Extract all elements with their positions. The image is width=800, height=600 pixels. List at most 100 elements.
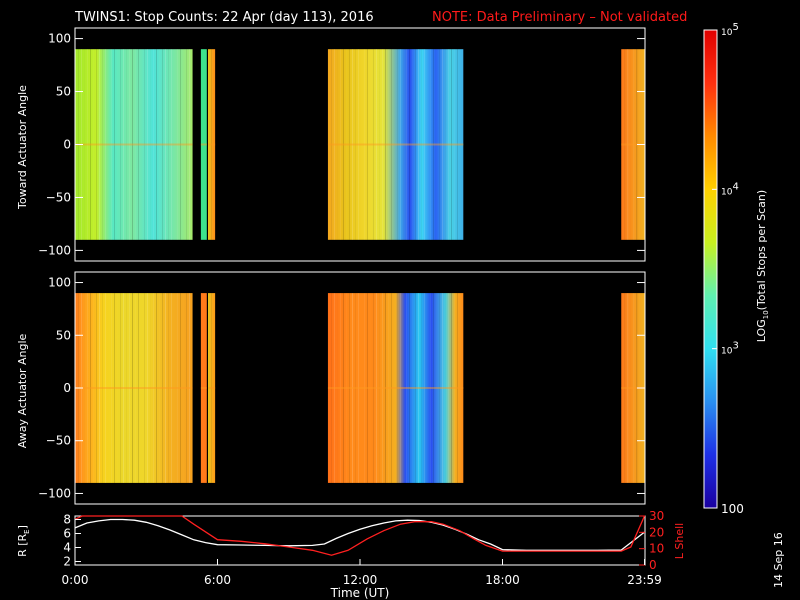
y-tick-label: 20 (649, 525, 664, 539)
zero-angle-band (327, 387, 464, 389)
heatmap-streak (636, 49, 638, 240)
heatmap-streak (156, 49, 157, 240)
heatmap-streak (624, 293, 626, 483)
heatmap-streak (120, 293, 121, 483)
heatmap-streak (354, 49, 356, 240)
y-tick-label: −50 (46, 190, 71, 204)
heatmap-streak (375, 293, 377, 483)
y-tick-label: 30 (649, 509, 664, 523)
heatmap-streak (363, 293, 365, 483)
heatmap-streak (165, 293, 166, 483)
x-tick-label: 0:00 (62, 573, 89, 587)
x-tick-label: 12:00 (343, 573, 378, 587)
heatmap-streak (372, 293, 374, 483)
heatmap-streak (390, 293, 392, 483)
heatmap-streak (429, 293, 431, 483)
zero-angle-band (208, 143, 216, 146)
colorbar-tick-label: 103 (721, 341, 739, 357)
heatmap-streak (177, 293, 178, 483)
zero-angle-band (621, 387, 645, 389)
heatmap-streak (408, 49, 410, 240)
heatmap-streak (339, 293, 341, 483)
heatmap-streak (366, 293, 368, 483)
heatmap-streak (432, 49, 434, 240)
heatmap-streak (90, 293, 91, 483)
heatmap-streak (342, 293, 344, 483)
heatmap-streak (105, 293, 106, 483)
heatmap-streak (432, 293, 434, 483)
colorbar: 105 104 103 100 LOG10(Total Stops per Scan) (703, 22, 770, 516)
heatmap-streak (396, 293, 398, 483)
heatmap-streak (363, 49, 365, 240)
zero-angle-band (200, 143, 207, 146)
heatmap-streak (372, 49, 374, 240)
heatmap-segment (208, 293, 216, 483)
heatmap-streak (636, 293, 638, 483)
heatmap-streak (357, 49, 359, 240)
heatmap-streak (111, 49, 112, 240)
datestamp: 14 Sep 16 (772, 532, 785, 588)
heatmap-streak (366, 49, 368, 240)
heatmap-streak (384, 293, 386, 483)
heatmap-streak (438, 293, 440, 483)
heatmap-streak (351, 293, 353, 483)
y-tick-label: −100 (38, 486, 71, 500)
away-ylabel: Away Actuator Angle (16, 333, 29, 448)
r-distance-line (74, 518, 645, 551)
y-tick-label: 50 (56, 328, 71, 342)
heatmap-streak (627, 293, 629, 483)
heatmap-streak (129, 49, 130, 240)
orbit-panel-frame (74, 515, 646, 566)
heatmap-streak (399, 49, 401, 240)
heatmap-streak (135, 49, 136, 240)
heatmap-streak (381, 49, 383, 240)
heatmap-streak (399, 293, 401, 483)
colorbar-tick-label: 105 (721, 22, 739, 38)
y-tick-label: 100 (48, 276, 71, 290)
heatmap-streak (420, 49, 422, 240)
heatmap-streak (162, 293, 163, 483)
colorbar-tick-label: 104 (721, 181, 739, 197)
heatmap-streak (114, 293, 115, 483)
y-tick-label: 0 (63, 138, 71, 152)
heatmap-streak (408, 293, 410, 483)
heatmap-streak (633, 293, 635, 483)
x-tick-label: 6:00 (204, 573, 231, 587)
heatmap-streak (96, 293, 97, 483)
heatmap-streak (441, 49, 443, 240)
heatmap-streak (375, 49, 377, 240)
heatmap-streak (99, 293, 100, 483)
heatmap-streak (156, 293, 157, 483)
heatmap-streak (441, 293, 443, 483)
heatmap-streak (456, 49, 458, 240)
heatmap-streak (168, 293, 169, 483)
heatmap-segment (327, 293, 464, 483)
zero-angle-band (208, 387, 216, 389)
heatmap-streak (147, 293, 148, 483)
heatmap-segment (621, 49, 645, 240)
heatmap-streak (354, 293, 356, 483)
l-shell-line (74, 515, 646, 556)
heatmap-streak (450, 49, 452, 240)
heatmap-streak (330, 293, 332, 483)
heatmap-streak (114, 49, 115, 240)
heatmap-streak (132, 49, 133, 240)
colorbar-gradient (703, 29, 718, 509)
heatmap-streak (120, 49, 121, 240)
y-tick-label: 2 (63, 555, 71, 569)
heatmap-streak (135, 293, 136, 483)
heatmap-streak (417, 49, 419, 240)
heatmap-streak (211, 49, 212, 240)
heatmap-streak (186, 293, 187, 483)
heatmap-streak (87, 49, 88, 240)
heatmap-streak (102, 49, 103, 240)
heatmap-segment (200, 293, 207, 483)
y-tick-label: −50 (46, 434, 71, 448)
heatmap-streak (384, 49, 386, 240)
heatmap-streak (405, 49, 407, 240)
heatmap-streak (129, 293, 130, 483)
away-panel: 100 50 0 −50 −100 Away Actuator Angle (16, 271, 646, 505)
heatmap-streak (405, 293, 407, 483)
heatmap-segment (75, 49, 193, 240)
preliminary-note: NOTE: Data Preliminary – Not validated (432, 10, 687, 25)
